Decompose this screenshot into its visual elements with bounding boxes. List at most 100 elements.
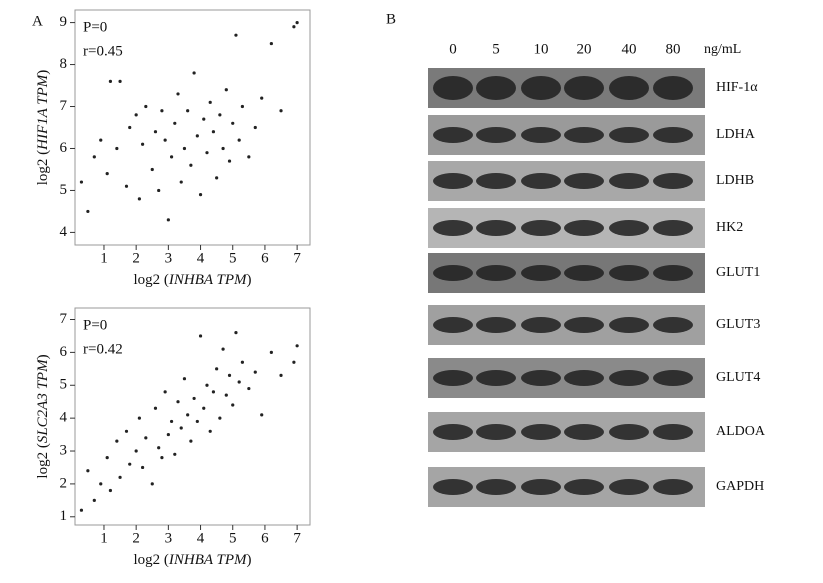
blot-band [433,76,473,100]
plot-frame [74,9,311,246]
scatter-point [115,439,119,443]
scatter-point [137,197,141,201]
blot-band [564,317,604,333]
blot-band [564,173,604,189]
blot-band [476,479,516,495]
dose-label: 0 [449,41,457,57]
blot-band [433,265,473,281]
blot-band [476,173,516,189]
scatter-point [105,455,109,460]
scatter-point [150,482,154,486]
protein-label: GLUT3 [716,317,760,332]
protein-label: GAPDH [716,479,764,494]
blot-band [433,370,473,386]
scatter-point [108,79,113,83]
scatter-point [86,209,90,214]
scatter-point [189,439,193,443]
scatter-point [205,151,209,155]
blot-band [653,173,693,189]
blot-band [653,220,693,236]
blot-band [521,76,561,100]
blot-band [653,76,693,100]
blot-band [609,479,649,495]
blot-band [476,76,516,100]
x-tick-label: 7 [293,250,301,266]
axis-label: log2 (SLC2A3 TPM) [35,354,51,478]
protein-label: LDHB [716,173,754,188]
scatter-point [176,92,180,96]
blot-band [476,317,516,333]
axis-label-part: log2 ( [133,272,168,288]
scatter-point [279,373,283,378]
dose-label: 20 [577,41,592,57]
blot-band [521,317,561,333]
scatter-point [86,469,90,473]
blot-band [564,424,604,440]
y-tick-label: 4 [60,410,68,426]
scatter-point [231,121,235,125]
scatter-point [160,109,164,113]
panel-label: B [386,11,396,27]
stat-label: r=0.45 [83,43,123,59]
scatter-point [115,146,119,151]
axis-label-part: ) [247,552,252,568]
scatter-point [186,413,190,417]
scatter-point [247,386,251,391]
scatter-point [208,100,212,104]
scatter-point [179,426,183,430]
scatter-point [182,377,187,381]
scatter-point [79,508,84,512]
scatter-point [227,373,232,378]
scatter-point [128,125,132,130]
scatter-point [169,419,174,424]
scatter-point [173,121,177,125]
scatter-point [253,370,257,374]
scatter-point [218,113,222,117]
axis-label-part: SLC2A3 TPM [35,358,51,443]
scatter-point [211,130,216,134]
blot-band [476,370,516,386]
scatter-point [118,79,122,83]
y-tick-label: 5 [60,377,68,393]
scatter-point [260,413,264,417]
scatter-point [208,429,212,433]
axis-label: log2 (HIF1A TPM) [35,70,51,186]
scatter-point [218,416,222,420]
scatter-point [163,138,167,142]
scatter-point [269,41,273,46]
y-tick-label: 6 [60,344,68,360]
blot-band [564,127,604,143]
scatter-point [221,347,225,351]
scatter-point [124,184,129,188]
stat-label: P=0 [83,317,107,333]
protein-label: HK2 [716,220,743,235]
blot-band [653,370,693,386]
scatter-point [234,33,238,37]
scatter-point [295,20,299,25]
dose-label: 5 [492,41,500,57]
blot-band [476,424,516,440]
scatter-point [160,455,164,460]
scatter-point [192,71,196,75]
y-tick-label: 7 [60,98,68,114]
axis-label-part: ) [35,70,51,75]
scatter-point [173,452,177,456]
scatter-point [205,383,209,387]
blot-band [433,220,473,236]
y-tick-label: 1 [60,508,68,524]
dose-label: 10 [534,41,549,57]
y-tick-label: 3 [60,442,68,458]
scatter-point [166,218,170,222]
scatter-point [195,419,199,424]
x-tick-label: 1 [100,530,108,546]
scatter-point [221,146,225,151]
scatter-point [240,360,244,364]
blot-band [476,127,516,143]
scatter-point [92,155,96,159]
blot-band [476,265,516,281]
scatter-point [198,193,203,197]
scatter-point [182,146,187,151]
blot-band [521,265,561,281]
x-tick-label: 3 [165,250,173,266]
scatter-point [202,117,206,121]
